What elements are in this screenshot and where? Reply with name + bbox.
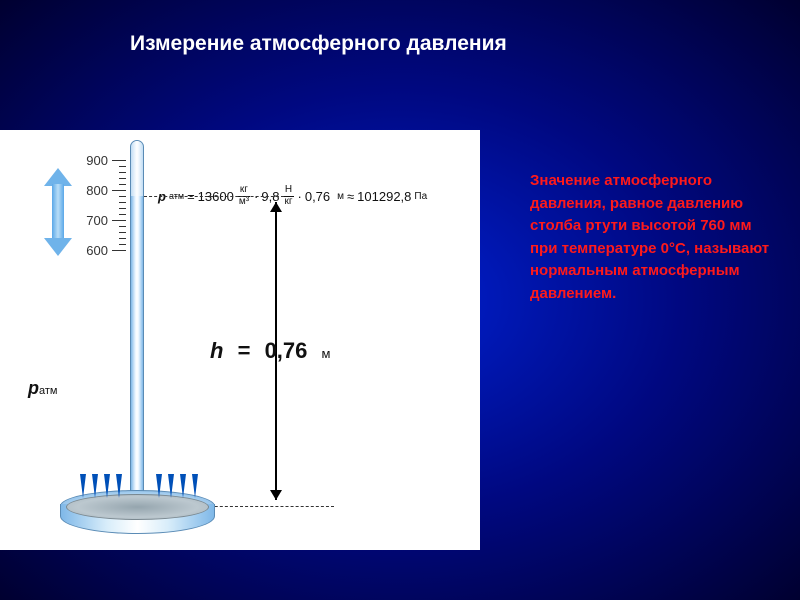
formula-h-unit: м [337, 191, 344, 202]
scale-tick-minor [119, 178, 126, 179]
scale-label: 600 [78, 243, 108, 258]
scale-tick-minor [119, 202, 126, 203]
patm-p: p [28, 378, 39, 398]
h-var: h [210, 338, 223, 363]
scale-label: 900 [78, 153, 108, 168]
description-text: Значение атмосферного давления, равное д… [530, 170, 780, 305]
scale-label: 800 [78, 183, 108, 198]
pressure-double-arrow-icon [44, 168, 72, 256]
pressure-arrow-icon [80, 474, 86, 498]
scale-tick-major [112, 190, 126, 191]
pressure-arrow-icon [168, 474, 174, 498]
h-equals: = [238, 338, 251, 363]
approx-sign: ≈ [347, 189, 354, 204]
formula-h: 0,76 [305, 189, 330, 204]
scale-tick-minor [119, 238, 126, 239]
g-unit: Нкг [282, 185, 294, 207]
h-val: 0,76 [265, 338, 308, 363]
slide-title: Измерение атмосферного давления [130, 32, 507, 56]
h-unit: м [322, 346, 331, 361]
dot2: · [298, 189, 302, 204]
pressure-arrow-icon [116, 474, 122, 498]
pressure-arrow-icon [192, 474, 198, 498]
pressure-arrow-icon [104, 474, 110, 498]
scale-tick-minor [119, 214, 126, 215]
tube-vacuum [131, 141, 143, 196]
scale-tick-major [112, 220, 126, 221]
barometer-diagram: 900800700600 p атм = 13600 кгм³ · 9,8 Нк… [0, 130, 480, 550]
scale-tick-minor [119, 226, 126, 227]
formula-result: 101292,8 [357, 189, 411, 204]
scale-label: 700 [78, 213, 108, 228]
scale-tick-minor [119, 172, 126, 173]
scale-tick-major [112, 160, 126, 161]
pressure-arrow-icon [92, 474, 98, 498]
scale-tick-minor [119, 184, 126, 185]
mercury-dish [60, 490, 215, 545]
dash-top [144, 196, 284, 197]
scale-tick-minor [119, 208, 126, 209]
scale-tick-major [112, 250, 126, 251]
scale-tick-minor [119, 232, 126, 233]
scale-tick-minor [119, 166, 126, 167]
pressure-arrow-icon [180, 474, 186, 498]
height-label: h = 0,76 м [210, 338, 330, 364]
formula-result-unit: Па [414, 191, 427, 202]
patm-sub: атм [39, 385, 57, 397]
pressure-arrow-icon [156, 474, 162, 498]
scale-tick-minor [119, 244, 126, 245]
scale-tick-minor [119, 196, 126, 197]
patm-side-label: pатм [28, 378, 57, 399]
